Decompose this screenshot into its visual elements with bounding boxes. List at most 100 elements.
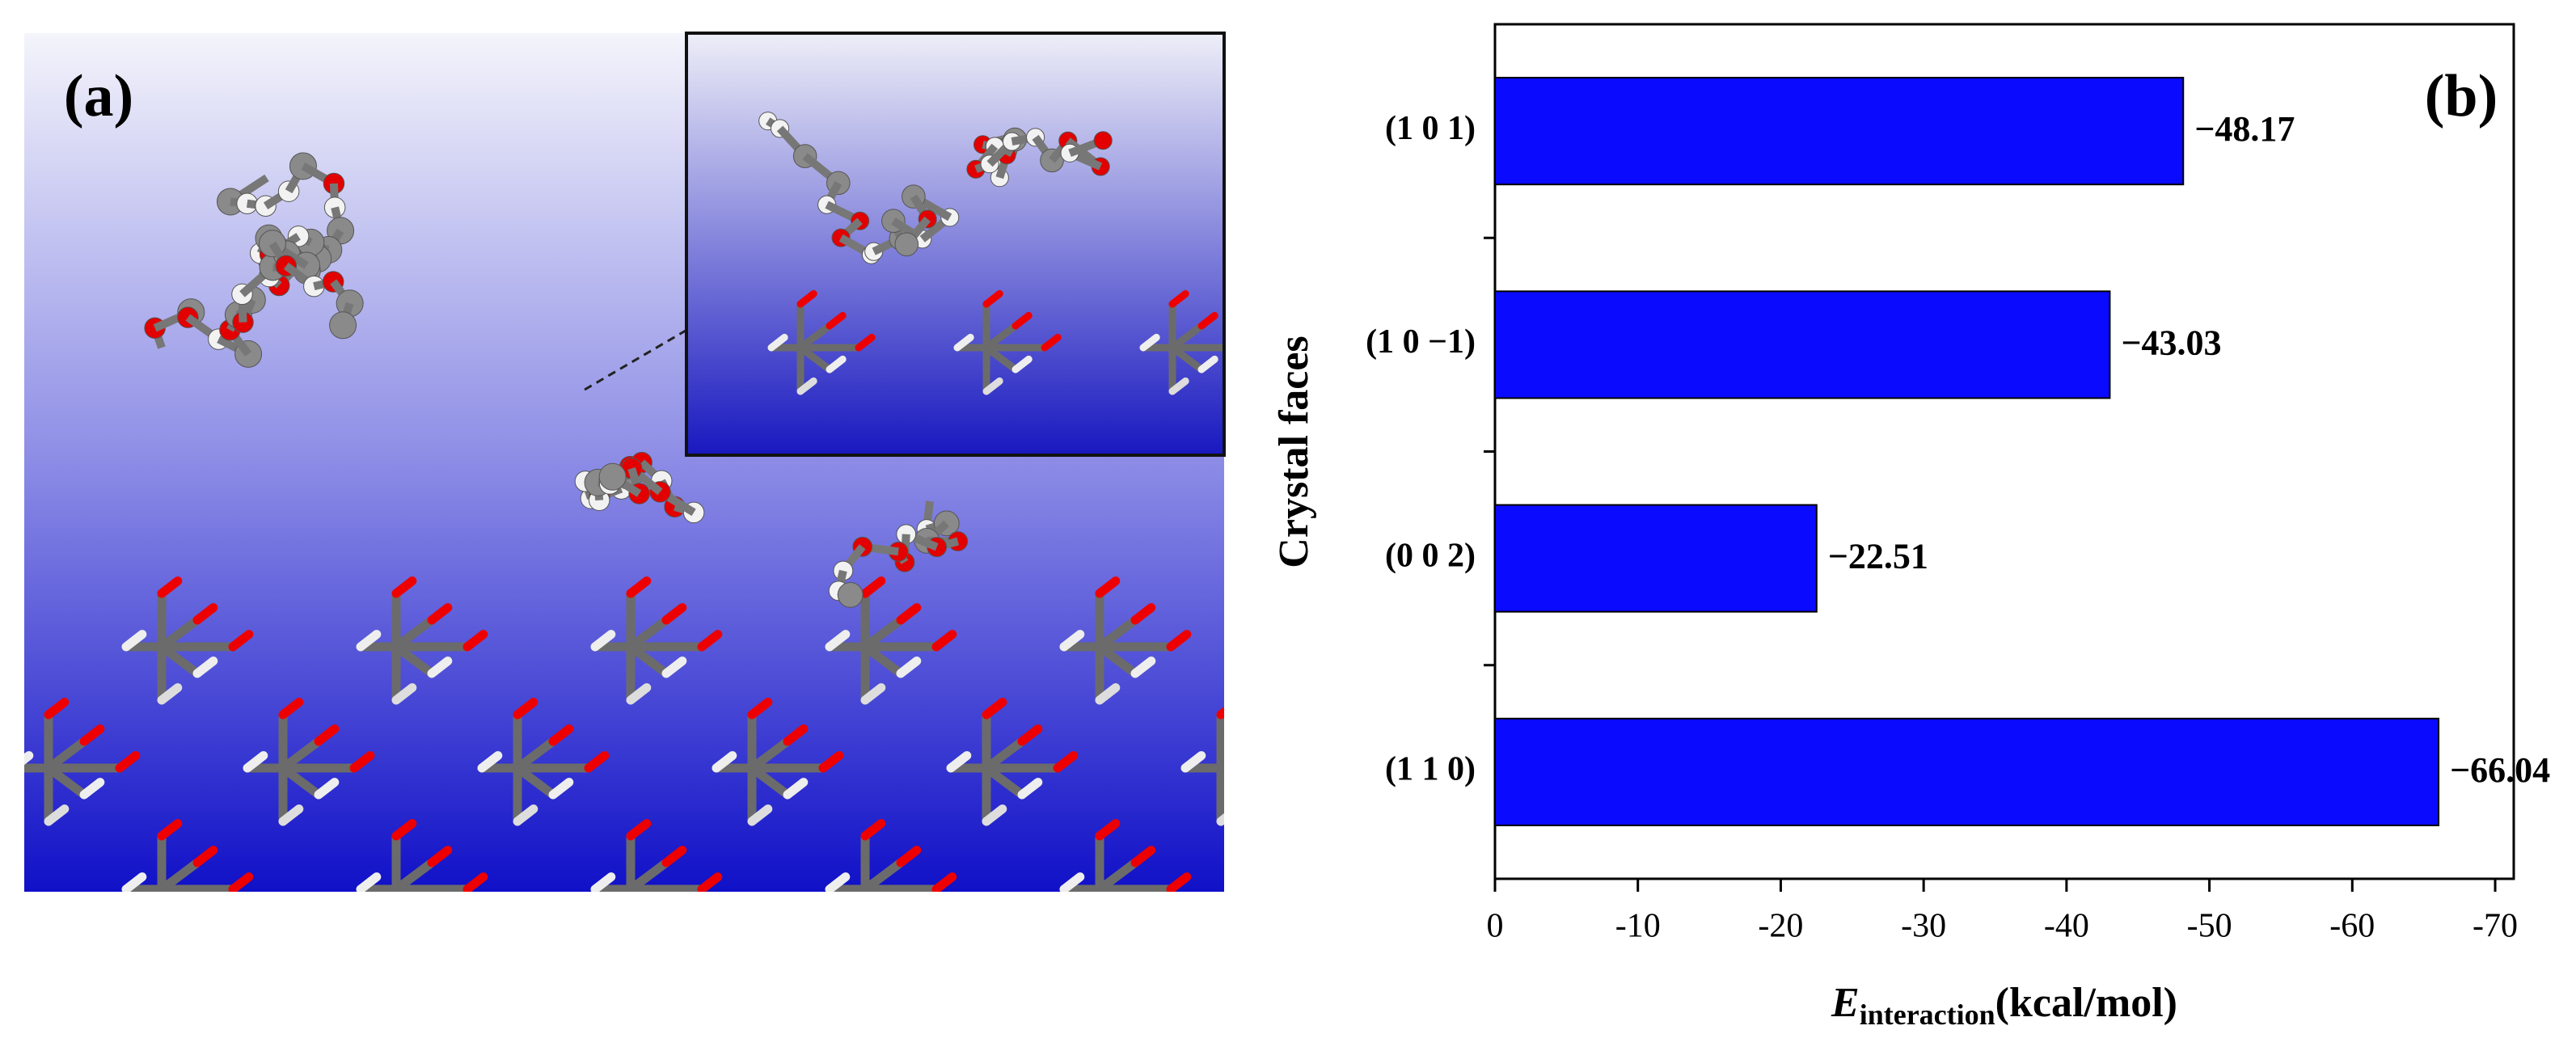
bond	[356, 872, 382, 892]
bond	[1370, 608, 1386, 620]
bond	[427, 603, 453, 625]
axis-unit: (kcal/mol)	[1995, 980, 2177, 1026]
axis-symbol: E	[1831, 980, 1860, 1026]
bond	[1405, 877, 1421, 889]
bond	[391, 683, 417, 705]
x-tick-label: -10	[1615, 908, 1661, 945]
bond	[1053, 751, 1079, 773]
bond	[783, 778, 809, 800]
bond	[1011, 311, 1033, 330]
bond	[1370, 661, 1386, 673]
category-label: (1 0 1)	[1385, 110, 1476, 147]
bond	[1256, 783, 1273, 795]
bond	[513, 804, 538, 826]
bond	[79, 778, 105, 800]
bond	[462, 872, 488, 892]
bond	[1334, 620, 1370, 647]
bond	[1216, 813, 1224, 826]
bond	[855, 333, 876, 352]
bond	[192, 846, 218, 867]
bond	[1334, 931, 1350, 943]
bond	[825, 630, 851, 652]
inset-frame	[685, 32, 1226, 457]
bond	[1139, 333, 1160, 352]
bond	[1011, 355, 1033, 374]
bond	[697, 872, 723, 892]
bond	[860, 576, 886, 598]
bar-chart: 0 -10 -20 -30 -40 -50 -60 -70 (1 0 1) −48.17 (1 0 …	[1271, 23, 2550, 1031]
bond	[427, 656, 453, 678]
bond	[228, 630, 254, 652]
bond	[1095, 819, 1121, 841]
bond	[1334, 688, 1350, 700]
inset-molecules	[758, 112, 1224, 395]
atom	[837, 581, 864, 608]
category-label: (0 0 2)	[1385, 537, 1476, 574]
bond	[1130, 603, 1156, 625]
bond	[896, 603, 922, 625]
bond	[1130, 846, 1156, 867]
bond	[1292, 756, 1308, 768]
bond	[865, 931, 881, 943]
bond	[1334, 889, 1370, 916]
bond	[661, 603, 687, 625]
bond	[982, 289, 1003, 308]
x-tick-label: -70	[2473, 908, 2518, 945]
bond	[860, 884, 876, 892]
bond	[1095, 576, 1121, 598]
bond	[228, 872, 254, 892]
bond	[391, 819, 417, 841]
bond	[427, 846, 453, 867]
bond	[432, 904, 448, 916]
bond	[349, 751, 375, 773]
bond	[860, 819, 886, 841]
bond	[513, 698, 538, 720]
bond	[1370, 851, 1386, 863]
bond	[982, 377, 1003, 395]
bond	[1017, 724, 1043, 746]
bond	[626, 576, 652, 598]
bar	[1494, 504, 1818, 613]
bond	[747, 804, 773, 826]
molecules	[24, 152, 1421, 943]
bond	[1334, 824, 1350, 836]
bond	[626, 819, 652, 841]
bond	[1197, 311, 1218, 330]
zoom-line	[584, 327, 690, 391]
bond	[818, 751, 844, 773]
bond	[157, 576, 183, 598]
bond	[584, 751, 610, 773]
bond	[157, 819, 183, 841]
bond	[477, 751, 503, 773]
panel-label: (a)	[64, 63, 133, 129]
bond	[1017, 778, 1043, 800]
bond	[626, 884, 642, 892]
atom	[598, 462, 627, 491]
bond	[1216, 760, 1224, 773]
bond	[1299, 635, 1315, 647]
x-tick-label: -60	[2329, 908, 2375, 945]
bond	[825, 872, 851, 892]
bond	[391, 576, 417, 598]
x-tick-label: -40	[2044, 908, 2089, 945]
bond	[1299, 877, 1315, 889]
bond	[896, 846, 922, 867]
bond	[1100, 931, 1116, 943]
bond	[115, 751, 141, 773]
bond	[121, 630, 147, 652]
bond	[1197, 355, 1218, 374]
bond	[79, 724, 105, 746]
y-axis-label: Crystal faces	[1271, 336, 1317, 568]
value-label: −43.03	[2121, 323, 2221, 362]
bond	[631, 931, 647, 943]
inset-background	[685, 32, 1226, 457]
bond	[767, 333, 788, 352]
bond	[192, 656, 218, 678]
bond	[278, 804, 304, 826]
bond	[1095, 683, 1121, 705]
bond	[1334, 647, 1370, 673]
bond	[44, 804, 70, 826]
